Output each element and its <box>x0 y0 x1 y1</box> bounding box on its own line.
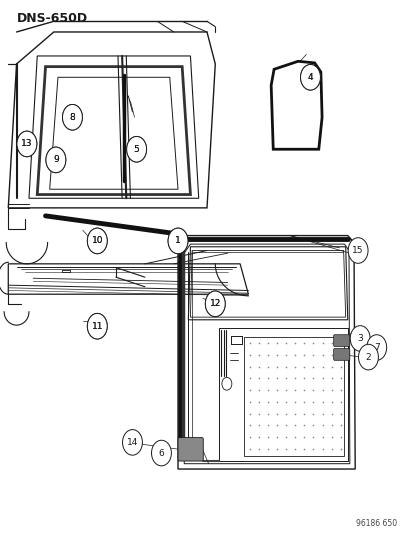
Circle shape <box>17 131 37 157</box>
Circle shape <box>87 228 107 254</box>
Text: 2: 2 <box>365 353 370 361</box>
Circle shape <box>168 228 188 254</box>
Text: 9: 9 <box>53 156 59 164</box>
Text: 9: 9 <box>53 156 59 164</box>
Circle shape <box>87 228 107 254</box>
Circle shape <box>205 291 225 317</box>
Circle shape <box>122 430 142 455</box>
Circle shape <box>17 131 37 157</box>
Text: 11: 11 <box>91 322 103 330</box>
Circle shape <box>62 104 82 130</box>
Text: 1: 1 <box>175 237 180 245</box>
Text: 3: 3 <box>356 334 362 343</box>
Circle shape <box>300 64 320 90</box>
Text: 13: 13 <box>21 140 33 148</box>
Text: DNS-650D: DNS-650D <box>17 12 88 25</box>
Circle shape <box>87 313 107 339</box>
Text: 15: 15 <box>351 246 363 255</box>
Circle shape <box>62 104 82 130</box>
Circle shape <box>168 228 188 254</box>
Text: 8: 8 <box>69 113 75 122</box>
Text: 12: 12 <box>209 300 221 308</box>
Text: 4: 4 <box>307 73 313 82</box>
Text: 7: 7 <box>373 343 379 352</box>
Text: 13: 13 <box>21 140 33 148</box>
Text: 12: 12 <box>209 300 221 308</box>
Text: 14: 14 <box>126 438 138 447</box>
Circle shape <box>87 313 107 339</box>
Text: 6: 6 <box>158 449 164 457</box>
Text: 96186 650: 96186 650 <box>356 519 396 528</box>
Circle shape <box>358 344 377 370</box>
FancyBboxPatch shape <box>333 349 349 360</box>
Circle shape <box>300 64 320 90</box>
Text: 5: 5 <box>133 145 139 154</box>
Text: 4: 4 <box>307 73 313 82</box>
Circle shape <box>221 377 231 390</box>
Text: 1: 1 <box>175 237 180 245</box>
Text: 10: 10 <box>91 237 103 245</box>
Circle shape <box>205 291 225 317</box>
FancyBboxPatch shape <box>333 335 349 346</box>
Circle shape <box>46 147 66 173</box>
Text: 10: 10 <box>91 237 103 245</box>
Text: 11: 11 <box>91 322 103 330</box>
Circle shape <box>151 440 171 466</box>
Text: 5: 5 <box>133 145 139 154</box>
Circle shape <box>347 238 367 263</box>
Text: 8: 8 <box>69 113 75 122</box>
Circle shape <box>126 136 146 162</box>
FancyBboxPatch shape <box>178 438 203 461</box>
Circle shape <box>126 136 146 162</box>
Circle shape <box>366 335 386 360</box>
Circle shape <box>46 147 66 173</box>
Circle shape <box>349 326 369 351</box>
